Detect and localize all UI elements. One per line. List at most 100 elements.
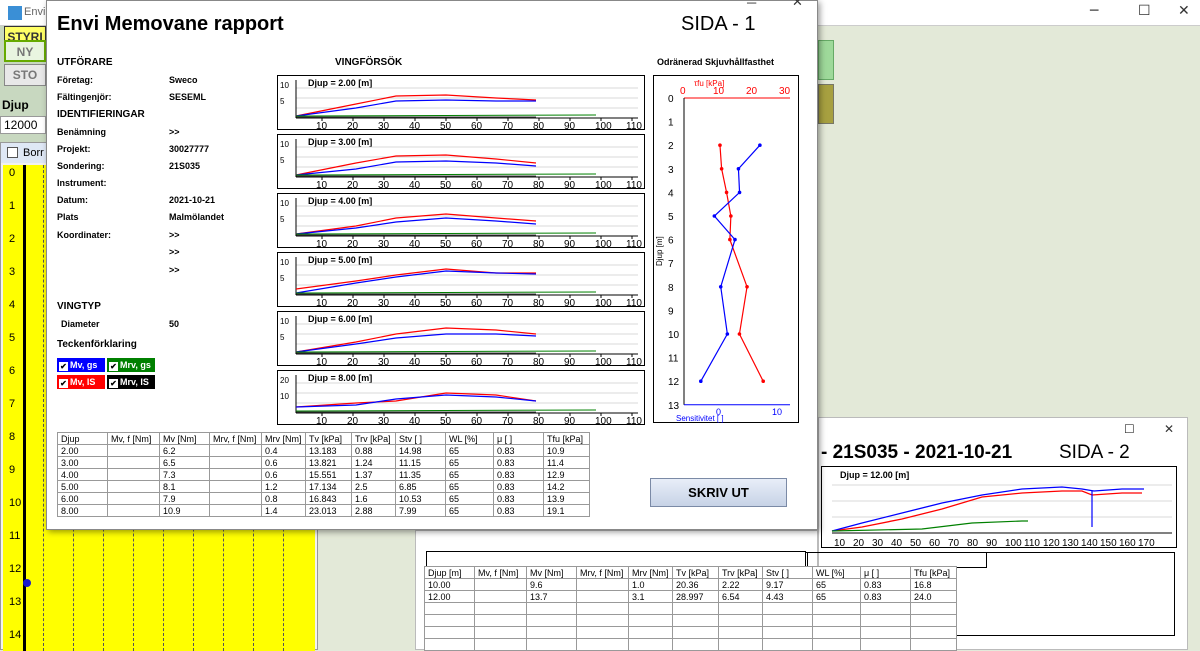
x-tick: 60 bbox=[471, 357, 483, 367]
x-tick: 50 bbox=[440, 416, 452, 426]
ny-button[interactable]: NY bbox=[4, 40, 46, 62]
maximize-icon[interactable]: ☐ bbox=[1124, 422, 1135, 436]
series-mv-gs bbox=[295, 160, 537, 176]
table-cell bbox=[910, 602, 957, 615]
y-tick: 5 bbox=[280, 274, 285, 283]
table-cell: 2.00 bbox=[57, 444, 108, 457]
page2-left-box bbox=[426, 551, 806, 567]
legend-label: Mv, gs bbox=[70, 360, 98, 370]
legend-mv-is[interactable]: ✔ Mv, IS bbox=[57, 375, 105, 389]
field-value: Malmölandet bbox=[169, 212, 225, 222]
y-tick: 5 bbox=[280, 333, 285, 342]
profile-bottom-tick: 10 bbox=[772, 407, 782, 417]
table-cell bbox=[576, 638, 629, 651]
table-row: 12.00 13.7 3.1 28.997 6.54 4.43 65 0.83 24.0 bbox=[424, 590, 957, 603]
table-row: 6.00 7.9 0.8 16.843 1.6 10.53 65 0.83 13.9 bbox=[57, 492, 590, 505]
tfu-point bbox=[729, 214, 733, 218]
legend-mrv-is[interactable]: ✔ Mrv, IS bbox=[107, 375, 155, 389]
series-mv-gs bbox=[295, 333, 537, 353]
close-icon[interactable]: ✕ bbox=[1164, 422, 1175, 436]
field-label: Fältingenjör: bbox=[57, 92, 112, 102]
depth-tick: 11 bbox=[9, 530, 21, 542]
profile-y-tick: 6 bbox=[668, 236, 674, 247]
field-label: Benämning bbox=[57, 127, 107, 137]
minimize-icon[interactable]: ─ bbox=[1090, 3, 1099, 19]
x-tick: 110 bbox=[626, 239, 642, 249]
window-icon bbox=[7, 147, 18, 158]
table-cell: 1.4 bbox=[261, 504, 306, 517]
table-cell: 1.6 bbox=[351, 492, 396, 505]
stop-button[interactable]: STO bbox=[4, 64, 46, 86]
minimize-icon[interactable]: ─ bbox=[747, 0, 757, 10]
table-cell: 23.013 bbox=[305, 504, 352, 517]
right-toolbar-area bbox=[818, 26, 1200, 136]
table-cell bbox=[628, 626, 673, 639]
x-tick: 120 bbox=[1043, 538, 1060, 549]
table-cell: 65 bbox=[445, 504, 494, 517]
depth-tick: 5 bbox=[9, 332, 16, 344]
field-label: Koordinater: bbox=[57, 230, 111, 240]
vane-section-title: VINGFÖRSÖK bbox=[335, 57, 403, 68]
field-value[interactable]: >> bbox=[169, 265, 180, 275]
print-button[interactable]: SKRIV UT bbox=[650, 478, 787, 507]
x-tick: 60 bbox=[471, 239, 483, 249]
x-tick: 90 bbox=[986, 538, 998, 549]
sensitivity-point bbox=[725, 332, 730, 336]
legend-mrv-gs[interactable]: ✔ Mrv, gs bbox=[107, 358, 155, 372]
x-tick: 90 bbox=[564, 357, 576, 367]
field-label: Projekt: bbox=[57, 144, 91, 154]
table-cell bbox=[910, 626, 957, 639]
table-cell bbox=[576, 578, 629, 591]
table-cell bbox=[209, 444, 262, 457]
x-tick: 20 bbox=[347, 180, 359, 190]
x-tick: 20 bbox=[347, 357, 359, 367]
series-mv-gs bbox=[295, 99, 536, 117]
table-cell: 11.15 bbox=[395, 456, 446, 469]
page2-chart-label: Djup = 12.00 [m] bbox=[840, 470, 910, 480]
maximize-icon[interactable]: ☐ bbox=[1138, 3, 1151, 19]
x-tick: 30 bbox=[378, 416, 390, 426]
table-header: Mrv, f [Nm] bbox=[576, 566, 629, 579]
close-icon[interactable]: ✕ bbox=[1178, 3, 1190, 19]
machine-icon[interactable] bbox=[818, 84, 834, 124]
table-cell bbox=[628, 614, 673, 627]
vane-chart: Djup = 4.00 [m] 10 5 10 20 30 40 50 60 70 80 90 100 1… bbox=[277, 193, 645, 249]
x-tick: 50 bbox=[440, 357, 452, 367]
field-value[interactable]: >> bbox=[169, 247, 180, 257]
table-header: Mv [Nm] bbox=[159, 432, 210, 445]
field-label: Instrument: bbox=[57, 178, 107, 188]
table-cell bbox=[107, 504, 160, 517]
table-header: Tfu [kPa] bbox=[910, 566, 957, 579]
field-value: 30027777 bbox=[169, 144, 210, 154]
djup-field[interactable]: 12000 bbox=[0, 116, 46, 134]
table-header: μ [ ] bbox=[860, 566, 911, 579]
table-cell: 2.22 bbox=[718, 578, 763, 591]
vane-chart-svg: 20 10 10 20 30 40 50 60 70 80 90 100 110 bbox=[280, 375, 642, 426]
series-mv-is bbox=[295, 213, 537, 235]
field-value: 50 bbox=[169, 319, 180, 329]
field-value[interactable]: >> bbox=[169, 127, 180, 137]
field-label: Datum: bbox=[57, 195, 88, 205]
table-cell bbox=[672, 602, 719, 615]
x-tick: 90 bbox=[564, 121, 576, 131]
close-icon[interactable]: ✕ bbox=[792, 0, 803, 10]
x-tick: 50 bbox=[440, 239, 452, 249]
sensitivity-point bbox=[699, 379, 703, 384]
table-cell bbox=[860, 626, 911, 639]
legend-mv-gs[interactable]: ✔ Mv, gs bbox=[57, 358, 105, 372]
table-cell: 13.821 bbox=[305, 456, 352, 469]
field-value[interactable]: >> bbox=[169, 230, 180, 240]
arrow-down-icon[interactable] bbox=[818, 40, 834, 80]
table-cell bbox=[526, 614, 577, 627]
table-cell bbox=[526, 626, 577, 639]
profile-top-label: τfu [kPa] bbox=[694, 79, 724, 88]
series-mv-gs bbox=[295, 394, 537, 408]
x-tick: 100 bbox=[1005, 538, 1022, 549]
table-cell bbox=[762, 614, 813, 627]
table-cell bbox=[576, 626, 629, 639]
x-tick: 30 bbox=[378, 298, 390, 308]
x-tick: 100 bbox=[595, 357, 612, 367]
x-tick: 10 bbox=[316, 416, 328, 426]
table-cell: 5.00 bbox=[57, 480, 108, 493]
depth-tick: 8 bbox=[9, 431, 16, 443]
